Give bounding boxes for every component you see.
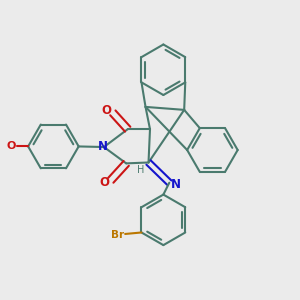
Text: O: O: [6, 141, 16, 152]
Text: H: H: [137, 165, 145, 175]
Text: O: O: [101, 104, 111, 117]
Text: O: O: [99, 176, 109, 189]
Text: Br: Br: [111, 230, 124, 240]
Text: N: N: [171, 178, 181, 191]
Text: N: N: [98, 140, 107, 153]
